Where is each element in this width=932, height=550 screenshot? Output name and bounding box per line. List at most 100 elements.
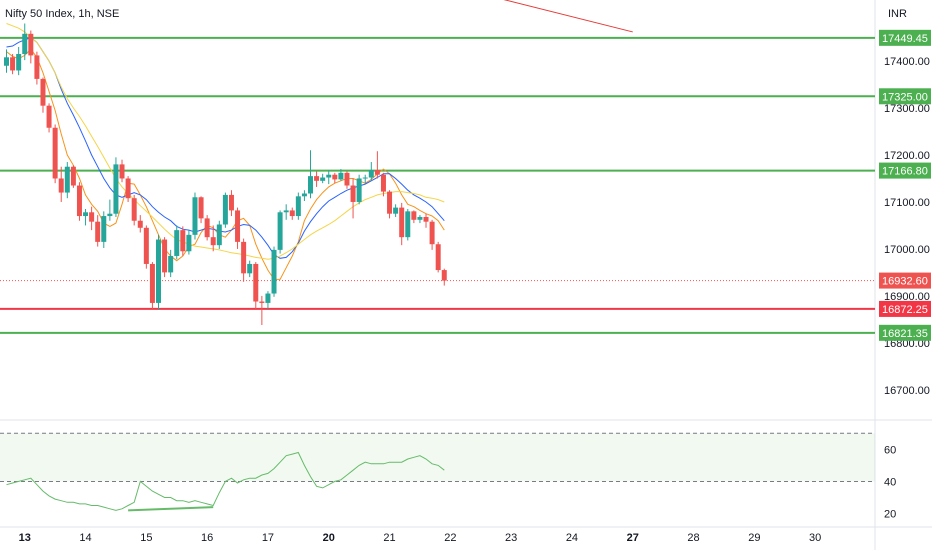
level-price-label: 17166.80: [882, 166, 928, 178]
candle-body[interactable]: [350, 185, 356, 202]
rsi-band: [0, 433, 875, 482]
candle-body[interactable]: [241, 241, 247, 274]
candle-body[interactable]: [405, 211, 411, 238]
candle-body[interactable]: [83, 212, 89, 217]
candle-body[interactable]: [156, 239, 161, 303]
candle-body[interactable]: [162, 239, 168, 273]
candle-body[interactable]: [253, 263, 259, 302]
candle-body[interactable]: [149, 263, 155, 303]
candle-body[interactable]: [374, 170, 380, 175]
candle-body[interactable]: [435, 244, 441, 271]
candle-body[interactable]: [113, 164, 119, 214]
candle-body[interactable]: [16, 54, 22, 71]
candle-body[interactable]: [22, 33, 28, 55]
rsi-tick-label: 60: [884, 444, 896, 456]
candle-body[interactable]: [387, 191, 393, 214]
level-price-tag: [879, 324, 931, 341]
level-price-label: 16821.35: [882, 328, 928, 340]
candle-body[interactable]: [52, 127, 58, 179]
candle-body[interactable]: [107, 213, 113, 217]
price-tick-label: 17400.00: [884, 56, 930, 68]
candle-body[interactable]: [235, 210, 241, 242]
candle-body[interactable]: [429, 221, 435, 245]
candle-body[interactable]: [131, 198, 137, 221]
series-line-ma_long: [6, 23, 445, 260]
candle-body[interactable]: [46, 105, 52, 128]
candle-body[interactable]: [186, 234, 192, 252]
date-tick-label: 20: [323, 532, 335, 544]
candle-body[interactable]: [393, 207, 399, 214]
date-tick-label: 13: [19, 532, 31, 544]
currency-label: INR: [888, 8, 907, 20]
candle-body[interactable]: [301, 193, 307, 197]
candle-body[interactable]: [101, 216, 107, 242]
candle-body[interactable]: [283, 210, 289, 213]
candle-body[interactable]: [423, 216, 429, 222]
date-tick-label: 23: [505, 532, 517, 544]
date-tick-label: 15: [140, 532, 152, 544]
candle-body[interactable]: [289, 210, 295, 217]
candle-body[interactable]: [332, 174, 338, 180]
price-tick-label: 17200.00: [884, 150, 930, 162]
candle-body[interactable]: [338, 172, 344, 180]
candle-body[interactable]: [417, 216, 423, 220]
candle-body[interactable]: [125, 178, 131, 199]
candle-body[interactable]: [271, 249, 277, 294]
candle-body[interactable]: [204, 218, 210, 238]
candle-body[interactable]: [119, 164, 125, 179]
candle-body[interactable]: [295, 196, 301, 217]
candle-body[interactable]: [356, 178, 362, 202]
date-tick-label: 30: [809, 532, 821, 544]
candle-body[interactable]: [180, 230, 186, 252]
candle-body[interactable]: [362, 177, 368, 179]
candle-body[interactable]: [222, 194, 228, 225]
candle-body[interactable]: [216, 224, 222, 246]
candle-body[interactable]: [28, 33, 34, 56]
candle-body[interactable]: [4, 57, 9, 66]
candle-body[interactable]: [247, 263, 253, 274]
rsi-tick-label: 40: [884, 476, 896, 488]
candle-body[interactable]: [265, 293, 271, 303]
price-tick-label: 17100.00: [884, 197, 930, 209]
candle-body[interactable]: [174, 230, 180, 256]
rsi-line: [6, 451, 445, 511]
candle-body[interactable]: [89, 212, 95, 222]
trendline[interactable]: [487, 0, 633, 33]
date-tick-label: 22: [444, 532, 456, 544]
candle-body[interactable]: [411, 211, 417, 220]
candle-body[interactable]: [259, 301, 265, 303]
candle-body[interactable]: [192, 197, 198, 235]
candle-body[interactable]: [34, 55, 40, 79]
candle-body[interactable]: [40, 78, 46, 106]
candle-body[interactable]: [76, 185, 82, 217]
candle-body[interactable]: [143, 227, 149, 264]
candle-body[interactable]: [277, 212, 283, 250]
level-price-tag: [879, 300, 931, 317]
candle-body[interactable]: [64, 166, 70, 193]
level-price-tag: [879, 88, 931, 105]
candle-body[interactable]: [228, 194, 234, 211]
candle-body[interactable]: [210, 237, 216, 246]
level-price-label: 17325.00: [882, 91, 928, 103]
candle-body[interactable]: [344, 172, 350, 186]
candle-body[interactable]: [441, 270, 447, 281]
date-tick-label: 17: [262, 532, 274, 544]
candle-body[interactable]: [326, 174, 332, 178]
candle-body[interactable]: [368, 170, 374, 178]
candle-body[interactable]: [137, 220, 143, 228]
candle-body[interactable]: [320, 177, 326, 181]
candle-body[interactable]: [198, 197, 204, 219]
candle-body[interactable]: [314, 176, 320, 181]
candle-body[interactable]: [168, 255, 174, 273]
rsi-divergence-line[interactable]: [128, 506, 214, 512]
candle-body[interactable]: [95, 221, 101, 242]
candle-body[interactable]: [70, 166, 76, 186]
candle-body[interactable]: [380, 174, 386, 192]
candle-body[interactable]: [58, 178, 64, 193]
candle-body[interactable]: [10, 57, 16, 71]
candle-body[interactable]: [399, 207, 405, 238]
candle-body[interactable]: [308, 176, 313, 194]
